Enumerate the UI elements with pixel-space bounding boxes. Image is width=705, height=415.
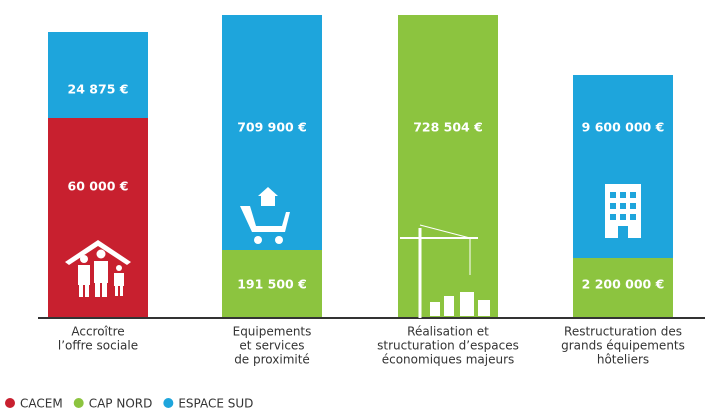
legend-dot [163, 398, 174, 408]
hotel-icon [605, 184, 641, 238]
amount-label: 2 200 000 € [582, 277, 665, 292]
item-label: économiques majeurs [382, 353, 515, 367]
bars: 24 875 € 60 000 € 709 900 € 191 500 € 728 50… [48, 15, 673, 318]
bar-segment [573, 258, 673, 318]
item-label: et services [239, 339, 304, 353]
item-label: grands équipements [561, 339, 685, 353]
legend-label: CACEM [20, 397, 63, 411]
amount-label: 9 600 000 € [582, 120, 665, 135]
legend-label: CAP NORD [89, 397, 153, 411]
bar-segment [222, 250, 322, 318]
bar-segment [222, 15, 322, 250]
legend-label: ESPACE SUD [178, 397, 253, 411]
bar-segment [48, 32, 148, 118]
amount-label: 191 500 € [237, 277, 307, 292]
legend-dot [5, 398, 15, 408]
item-label: hôteliers [597, 353, 649, 367]
item-label: Equipements [233, 325, 312, 339]
item-label: de proximité [234, 353, 310, 367]
bar-segment [398, 15, 498, 318]
item-label: Réalisation et [407, 325, 489, 339]
crane-icon [400, 224, 490, 318]
item-label: l’offre sociale [58, 339, 138, 353]
amount-label: 24 875 € [68, 82, 129, 97]
amount-label: 728 504 € [413, 120, 483, 135]
item-label: Accroître [71, 325, 124, 339]
cart-icon [240, 187, 290, 244]
family-icon [65, 240, 131, 297]
legend-dot [73, 398, 84, 408]
legend: CACEM CAP NORD ESPACE SUD [5, 397, 253, 411]
amount-label: 709 900 € [237, 120, 307, 135]
item-label: Restructuration des [564, 325, 682, 339]
amount-label: 60 000 € [68, 179, 129, 194]
item-label: structuration d’espaces [377, 339, 519, 353]
